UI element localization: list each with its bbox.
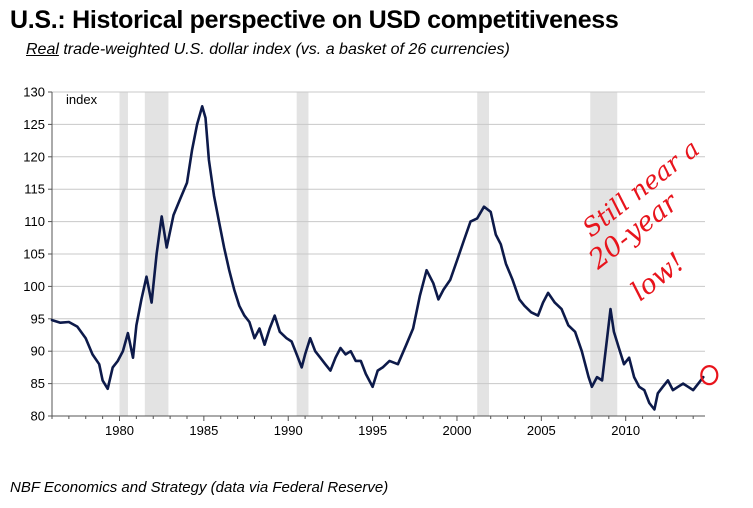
y-tick-label-115: 115	[24, 182, 45, 197]
x-tick-label-2010: 2010	[611, 423, 640, 438]
y-tick-label-110: 110	[24, 214, 45, 229]
annotation-circle	[700, 365, 719, 386]
x-tick-label-1990: 1990	[274, 423, 303, 438]
y-tick-label-95: 95	[31, 311, 45, 326]
y-tick-label-80: 80	[31, 409, 45, 424]
x-tick-label-2005: 2005	[527, 423, 556, 438]
x-tick-label-1995: 1995	[358, 423, 387, 438]
series-layer	[50, 105, 705, 411]
subtitle-emphasis: Real	[26, 41, 59, 58]
axes: 80 85 90 95 100 105 110 115 120 125 130 1980 1985 199…	[23, 85, 705, 438]
y-tick-label-85: 85	[31, 376, 45, 391]
subtitle-rest: trade-weighted U.S. dollar index (vs. a …	[58, 41, 510, 58]
source-note: NBF Economics and Strategy (data via Fed…	[10, 479, 389, 496]
y-tick-label-90: 90	[31, 344, 45, 359]
chart-subtitle: Real trade-weighted U.S. dollar index (v…	[26, 41, 510, 59]
annotation-line-2: low!	[625, 247, 690, 308]
y-tick-label-125: 125	[23, 117, 45, 132]
x-tick-label-2000: 2000	[443, 423, 472, 438]
y-tick-label-120: 120	[23, 149, 45, 164]
x-tick-label-1985: 1985	[189, 423, 218, 438]
chart-title: U.S.: Historical perspective on USD comp…	[10, 6, 619, 34]
y-tick-label-130: 130	[23, 85, 45, 100]
y-tick-label-100: 100	[23, 279, 45, 294]
y-tick-label-105: 105	[23, 247, 45, 262]
y-axis-label: index	[66, 92, 98, 107]
gridlines	[52, 91, 705, 385]
x-tick-label-1980: 1980	[105, 423, 134, 438]
series-line-0	[50, 105, 705, 411]
